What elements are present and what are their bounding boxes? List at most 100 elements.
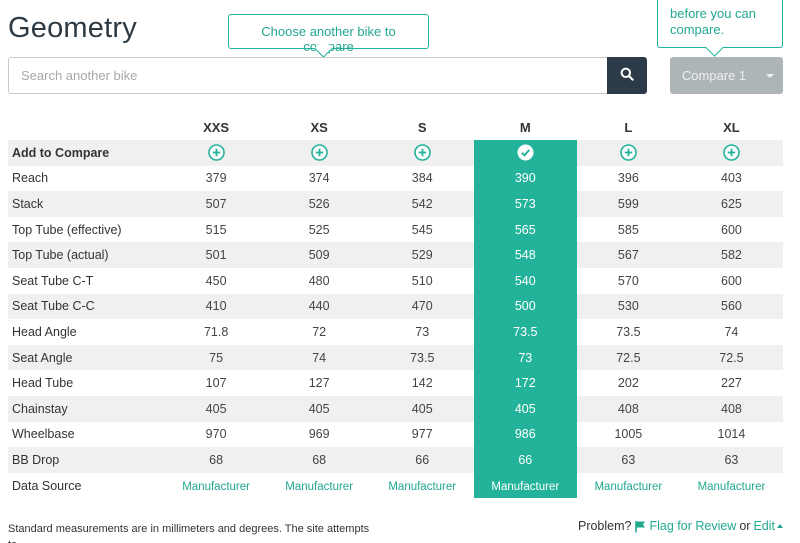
cell-s: 405	[370, 395, 474, 422]
add-circle-icon[interactable]	[207, 144, 225, 162]
size-header-m: M	[473, 114, 577, 140]
cell-xl: 560	[679, 293, 783, 320]
cell-xl: 72.5	[679, 344, 783, 371]
manufacturer-link[interactable]: Manufacturer	[697, 480, 766, 493]
size-header-xxs: XXS	[203, 119, 230, 135]
cell-m: 500	[473, 293, 577, 320]
cell-s: 384	[411, 171, 433, 186]
cell-l: 63	[576, 447, 680, 473]
search-input[interactable]	[8, 57, 607, 94]
cell-xs: 72	[312, 324, 327, 339]
problem-label: Problem?	[577, 519, 632, 533]
cell-s: 529	[370, 242, 474, 268]
cell-l: 570	[617, 273, 639, 288]
manufacturer-link[interactable]: Manufacturer	[491, 480, 560, 493]
table-row: Stack 507 526 542 573 599 625	[8, 191, 783, 217]
size-header-l: L	[624, 119, 633, 135]
row-label: BB Drop	[8, 447, 165, 473]
size-header-s: S	[417, 119, 427, 135]
row-label: Chainstay	[8, 395, 165, 422]
problem-bar: Problem? Flag for Review or Edit	[578, 519, 783, 533]
cell-m: 573	[473, 191, 577, 217]
edit-link-text: Edit	[753, 519, 775, 533]
manufacturer-link[interactable]: Manufacturer	[594, 480, 663, 493]
source-cell-xs: Manufacturer	[268, 473, 371, 499]
header-spacer	[8, 114, 165, 140]
cell-xs: 74	[267, 344, 371, 371]
manufacturer-link[interactable]: Manufacturer	[182, 480, 250, 493]
data-source-row: Data Source Manufacturer Manufacturer Manuf…	[8, 472, 783, 499]
cell-xl: 625	[679, 191, 783, 217]
manufacturer-link[interactable]: Manufacturer	[285, 480, 354, 493]
row-label: Data Source	[12, 478, 82, 493]
cell-l: 1005	[614, 427, 643, 442]
row-label: Top Tube (actual)	[8, 242, 165, 268]
add-circle-icon[interactable]	[413, 144, 431, 162]
row-label: Seat Tube C-C	[8, 293, 165, 320]
choose-bike-tooltip: Choose another bike to compare	[228, 14, 429, 54]
cell-m: 66	[473, 447, 577, 473]
add-circle-icon[interactable]	[620, 144, 637, 162]
cell-xl: 403	[721, 171, 742, 186]
cell-xs: 68	[267, 447, 371, 473]
cell-xxs: 75	[164, 344, 268, 371]
cell-xs: 440	[267, 293, 371, 320]
table-row: Top Tube (effective) 515 525 545 565 585 600	[8, 216, 783, 243]
add-circle-icon[interactable]	[310, 144, 328, 162]
cell-xxs: 501	[164, 242, 268, 268]
compare-dropdown-toggle[interactable]	[756, 73, 783, 78]
cell-xxs: 379	[205, 171, 227, 186]
add-xs	[267, 140, 371, 166]
flag-link-text: Flag for Review	[649, 519, 737, 533]
source-cell-l: Manufacturer	[577, 473, 680, 499]
cell-xl: 600	[721, 222, 742, 237]
add-s	[370, 140, 474, 166]
bike-search	[8, 57, 647, 94]
flag-for-review-link[interactable]: Flag for Review	[634, 519, 736, 533]
table-row: Reach 379 374 384 390 396 403	[8, 165, 783, 192]
cell-l: 599	[576, 191, 680, 217]
table-row: Head Angle 71.8 72 73 73.5 73.5 74	[8, 319, 783, 345]
cell-m: 73.5	[473, 319, 577, 345]
cell-m: 405	[473, 395, 577, 422]
row-label: Reach	[12, 171, 49, 186]
cell-m: 540	[473, 267, 577, 294]
cell-xxs: 507	[164, 191, 268, 217]
source-cell-m: Manufacturer	[473, 472, 577, 499]
cell-xxs: 515	[205, 222, 227, 237]
cell-l: 530	[576, 293, 680, 320]
add-m-selected	[473, 140, 577, 166]
cell-xxs: 68	[164, 447, 268, 473]
cell-xxs: 107	[205, 376, 227, 391]
cell-l: 73.5	[616, 324, 641, 339]
row-label: Stack	[8, 191, 165, 217]
cell-s: 73	[415, 324, 430, 339]
cell-xs: 374	[308, 171, 330, 186]
cell-xl: 227	[721, 376, 742, 391]
compare-button-label: Compare 1	[681, 68, 747, 83]
edit-link[interactable]: Edit	[753, 519, 783, 533]
row-label: Seat Angle	[8, 344, 165, 371]
compare-button[interactable]: Compare 1	[670, 57, 783, 94]
cell-xl: 74	[724, 324, 739, 339]
size-header-xs: XS	[310, 119, 328, 135]
cell-xl: 63	[679, 447, 783, 473]
cell-xl: 582	[679, 242, 783, 268]
size-header-xl: XL	[723, 119, 740, 135]
compare-hint-tooltip: before you can compare.	[657, 0, 783, 48]
add-l	[576, 140, 680, 166]
add-circle-icon[interactable]	[723, 144, 740, 162]
chevron-down-icon	[765, 73, 774, 78]
table-row: Seat Angle 75 74 73.5 73 72.5 72.5	[8, 344, 783, 371]
add-xxs	[164, 140, 268, 166]
check-circle-icon[interactable]	[517, 144, 534, 161]
cell-xs: 526	[267, 191, 371, 217]
cell-xs: 405	[267, 395, 371, 422]
cell-l: 408	[576, 395, 680, 422]
table-row: Seat Tube C-C 410 440 470 500 530 560	[8, 293, 783, 320]
cell-m: 548	[473, 242, 577, 268]
cell-xs: 480	[308, 273, 330, 288]
cell-m: 986	[473, 421, 577, 448]
search-button[interactable]	[607, 57, 647, 94]
manufacturer-link[interactable]: Manufacturer	[388, 480, 457, 493]
